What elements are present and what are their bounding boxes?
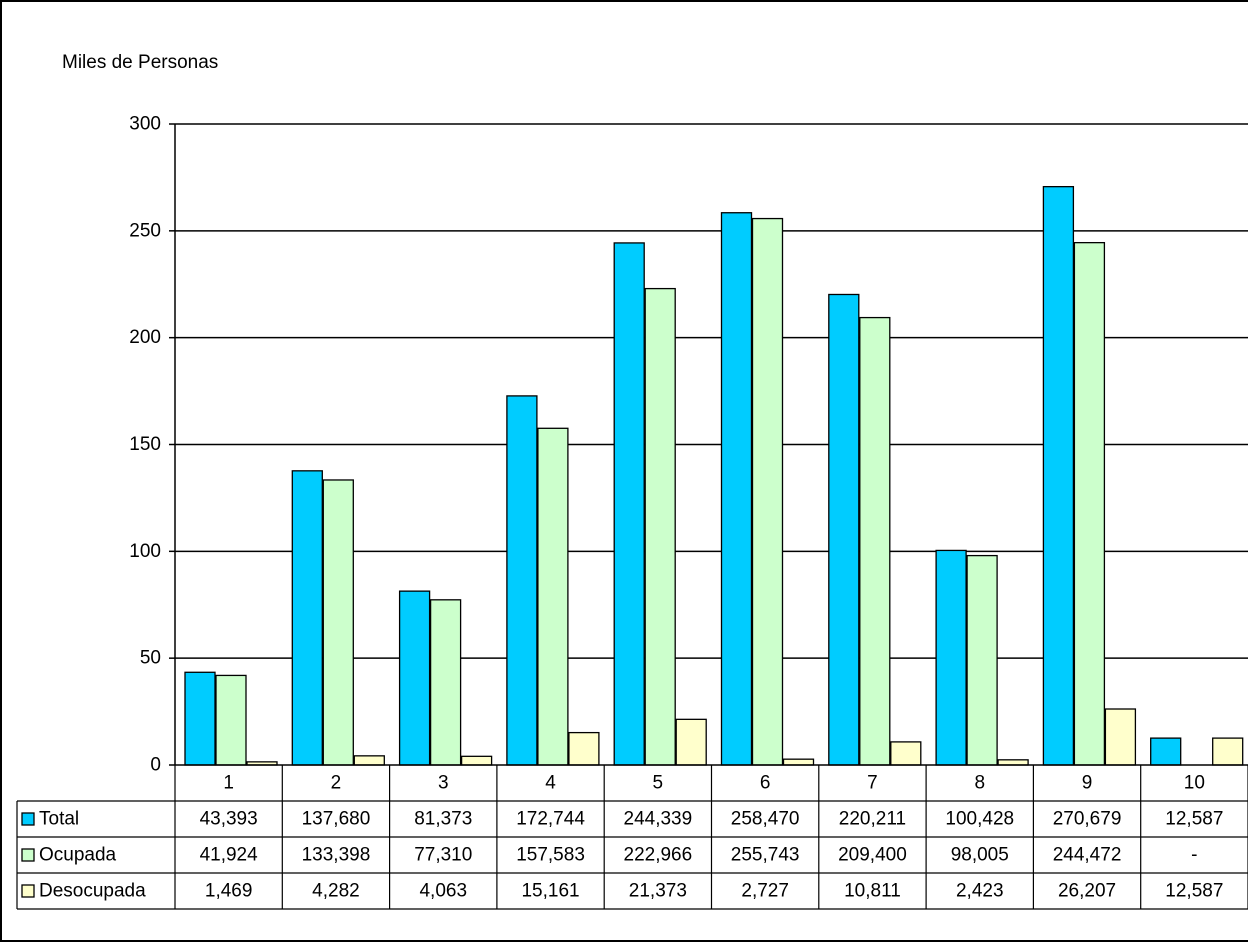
bar-desocupada (997, 759, 1029, 766)
legend-key-ocupada (21, 848, 35, 862)
x-tick-label: 2 (331, 773, 342, 794)
bar-total (291, 470, 323, 766)
bar-ocupada (537, 427, 569, 766)
data-label: 12,587 (1165, 809, 1223, 830)
data-label: 77,310 (414, 845, 472, 866)
data-label: 10,811 (844, 881, 901, 902)
data-label: 21,373 (629, 881, 687, 902)
data-label: 12,587 (1165, 881, 1223, 902)
data-label: 43,393 (200, 809, 258, 830)
bar-ocupada (644, 287, 676, 766)
data-label: 2,423 (956, 881, 1004, 902)
data-label: 244,339 (624, 809, 693, 830)
data-label: 270,679 (1053, 809, 1122, 830)
y-tick-label: 150 (129, 434, 161, 455)
x-tick-label: 4 (545, 773, 556, 794)
x-tick-label: 8 (974, 773, 985, 794)
bar-total (1042, 185, 1075, 766)
bar-desocupada (890, 741, 922, 766)
legend-key-desocupada (21, 884, 35, 898)
data-label: 157,583 (516, 845, 585, 866)
y-tick-label: 0 (150, 755, 161, 776)
x-tick-label: 1 (223, 773, 234, 794)
bar-total (720, 212, 753, 766)
bar-total (398, 590, 431, 766)
data-label: 222,966 (624, 845, 693, 866)
bar-ocupada (215, 674, 247, 766)
data-label: 15,161 (521, 881, 579, 902)
data-label: - (1191, 845, 1197, 866)
legend-label: Total (39, 809, 79, 830)
data-label: 4,063 (419, 881, 467, 902)
bar-total (1150, 737, 1182, 766)
data-label: 133,398 (302, 845, 371, 866)
bar-total (506, 395, 538, 766)
bar-desocupada (1212, 737, 1244, 766)
data-label: 209,400 (838, 845, 907, 866)
bar-desocupada (675, 718, 707, 766)
bar-desocupada (782, 758, 815, 766)
x-tick-label: 5 (653, 773, 664, 794)
data-label: 100,428 (945, 809, 1014, 830)
bar-ocupada (751, 217, 784, 766)
y-tick-label: 250 (129, 220, 161, 241)
x-tick-label: 10 (1184, 773, 1205, 794)
data-label: 1,469 (205, 881, 253, 902)
bar-total (184, 671, 216, 766)
legend-label: Desocupada (39, 881, 146, 902)
data-label: 26,207 (1058, 881, 1116, 902)
legend-label: Ocupada (39, 845, 117, 866)
x-tick-label: 9 (1082, 773, 1093, 794)
y-axis-label: Miles de Personas (62, 52, 219, 73)
bar-ocupada (429, 599, 462, 766)
bar-ocupada (322, 479, 354, 766)
x-tick-label: 6 (760, 773, 771, 794)
data-label: 81,373 (414, 809, 472, 830)
data-label: 4,282 (312, 881, 360, 902)
data-label: 98,005 (951, 845, 1009, 866)
bar-total (935, 549, 967, 766)
x-tick-label: 7 (867, 773, 878, 794)
bar-desocupada (1104, 708, 1137, 766)
bar-total (613, 242, 645, 766)
bar-total (828, 293, 860, 766)
y-tick-label: 300 (129, 114, 161, 135)
data-label: 220,211 (839, 809, 906, 830)
bar-ocupada (1073, 241, 1106, 766)
y-tick-label: 50 (140, 648, 161, 669)
data-label: 137,680 (302, 809, 371, 830)
x-tick-label: 3 (438, 773, 449, 794)
bar-desocupada (568, 731, 600, 766)
bar-desocupada (353, 755, 385, 766)
data-label: 255,743 (731, 845, 800, 866)
y-tick-label: 100 (129, 541, 161, 562)
data-label: 2,727 (741, 881, 789, 902)
bar-desocupada (460, 755, 493, 766)
bar-ocupada (966, 554, 998, 766)
data-label: 244,472 (1053, 845, 1122, 866)
bar-ocupada (859, 316, 891, 766)
y-tick-label: 200 (129, 327, 161, 348)
data-label: 172,744 (516, 809, 585, 830)
legend-key-total (21, 812, 35, 826)
data-label: 258,470 (731, 809, 800, 830)
data-label: 41,924 (200, 845, 259, 866)
